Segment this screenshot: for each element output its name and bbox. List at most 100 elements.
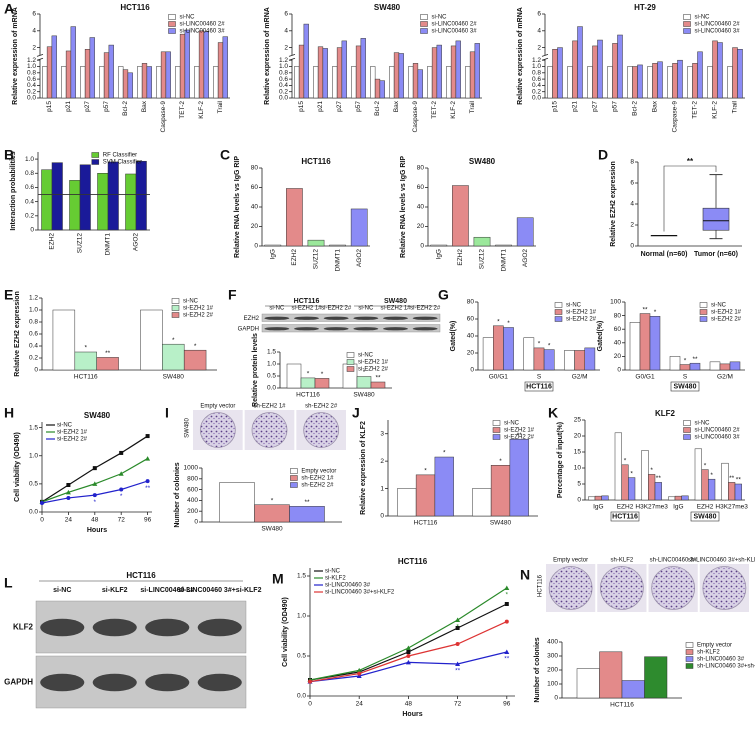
marker <box>504 585 510 590</box>
y-axis-label: Relative expression of mRNA <box>12 7 19 105</box>
y-tick-label: 1.5 <box>297 573 306 580</box>
bar <box>644 656 668 699</box>
legend-swatch <box>699 309 708 315</box>
bar <box>135 160 147 231</box>
bar <box>629 322 641 371</box>
significance: * <box>194 343 197 350</box>
marker <box>119 450 124 455</box>
bar <box>329 244 346 247</box>
legend-label: si-NC <box>358 353 374 359</box>
y-tick-label: 0 <box>34 367 38 374</box>
x-tick-label: Caspase-9 <box>672 101 679 133</box>
bar <box>474 43 480 99</box>
y-tick-label: 0.2 <box>532 88 541 95</box>
y-tick-label: 0.5 <box>297 653 306 660</box>
bar <box>647 66 653 99</box>
bar <box>137 66 143 99</box>
x-tick-label: 0 <box>308 701 312 708</box>
legend-label: si-NC <box>183 299 199 305</box>
significance: * <box>456 624 459 631</box>
legend-label: si-EZH2 2# <box>566 317 597 323</box>
legend-swatch <box>683 427 691 433</box>
bar <box>727 66 733 99</box>
y-tick-label: 0 <box>254 243 258 250</box>
y-tick-label: 0 <box>30 227 34 234</box>
bar <box>687 66 693 99</box>
legend-swatch <box>91 159 100 165</box>
y-tick-label: 0.4 <box>29 343 38 350</box>
bar <box>450 45 457 99</box>
bar <box>547 66 553 99</box>
blot-band <box>92 673 137 692</box>
y-tick-label: 0 <box>577 497 581 504</box>
bar <box>587 66 593 99</box>
legend-swatch <box>554 309 563 315</box>
legend-swatch <box>685 663 694 669</box>
y-tick-label: 1.0 <box>267 361 276 368</box>
bar <box>341 40 347 99</box>
significance: * <box>307 371 310 378</box>
chart-title: KLF2 <box>655 409 676 418</box>
panel-label: E <box>4 287 13 303</box>
bar <box>639 313 651 371</box>
bar <box>141 63 148 99</box>
x-tick-label: SW480 <box>490 520 512 527</box>
x-tick-label: 48 <box>91 517 99 524</box>
bar <box>627 66 633 99</box>
marker <box>406 654 411 658</box>
significance: ** <box>105 350 111 357</box>
bar <box>415 474 436 517</box>
bar <box>717 42 723 99</box>
bar <box>298 44 305 99</box>
x-tick-label: KLF-2 <box>450 101 457 119</box>
colony-dish <box>702 566 747 610</box>
significance: ** <box>517 432 523 439</box>
blot-band <box>412 316 438 320</box>
x-tick-label: Bcl-2 <box>374 101 381 116</box>
y-tick-label: 20 <box>251 223 259 230</box>
legend-swatch <box>492 420 501 426</box>
bar <box>356 376 372 389</box>
y-tick-label: 40 <box>417 204 425 211</box>
bar <box>118 66 124 99</box>
y-tick-label: 0.5 <box>267 373 276 380</box>
x-tick-label: HCT116 <box>610 702 634 709</box>
significance: * <box>538 341 541 348</box>
bar <box>99 66 105 99</box>
lane-label: si-LINC00460 3# <box>140 587 194 594</box>
bar <box>719 363 731 371</box>
bar <box>427 66 433 99</box>
y-tick-label: 60 <box>251 184 259 191</box>
legend-label: si-NC <box>432 15 448 21</box>
legend-label: si-KLF2 <box>325 576 346 582</box>
bar <box>674 495 682 501</box>
legend-label: RF Classifier <box>103 153 137 159</box>
x-tick-label: AGO2 <box>522 249 529 267</box>
lane-label: si-NC <box>269 306 285 312</box>
significance: * <box>704 462 707 469</box>
legend-label: si-NC <box>695 421 711 427</box>
bar <box>436 44 442 99</box>
chart-title: SW480 <box>469 157 496 166</box>
image-label: Empty vector <box>553 558 588 564</box>
bar <box>264 244 282 247</box>
y-tick-label: 4 <box>32 28 36 35</box>
legend-label: si-NC <box>57 423 73 429</box>
y-tick-label: 1.0 <box>27 63 36 70</box>
bar <box>322 48 328 99</box>
colony-dish <box>199 412 236 448</box>
x-tick-label: p27 <box>592 101 599 112</box>
x-tick-label: p15 <box>298 101 305 112</box>
x-tick-label: KLF-2 <box>198 101 205 119</box>
blot-membrane <box>261 324 441 333</box>
x-tick-label: p15 <box>46 101 53 112</box>
bar <box>336 47 343 99</box>
bar <box>103 52 110 99</box>
blot-band <box>294 316 319 320</box>
bar <box>707 66 713 99</box>
x-tick-label: DNMT1 <box>105 233 112 256</box>
y-axis-label: Relative expression of mRNA <box>517 7 524 105</box>
group-box <box>690 511 720 522</box>
bar <box>577 26 583 99</box>
y-axis-label: Cell viability (OD490) <box>14 432 21 502</box>
